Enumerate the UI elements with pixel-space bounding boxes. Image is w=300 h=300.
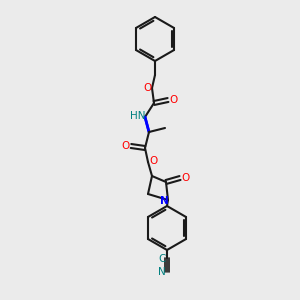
Text: HN: HN (130, 111, 146, 121)
Text: N: N (160, 196, 168, 206)
Text: O: O (122, 141, 130, 151)
Text: C: C (158, 254, 166, 264)
Text: N: N (158, 267, 166, 277)
Text: O: O (181, 173, 189, 183)
Text: O: O (143, 83, 151, 93)
Text: O: O (169, 95, 177, 105)
Text: O: O (149, 156, 157, 166)
